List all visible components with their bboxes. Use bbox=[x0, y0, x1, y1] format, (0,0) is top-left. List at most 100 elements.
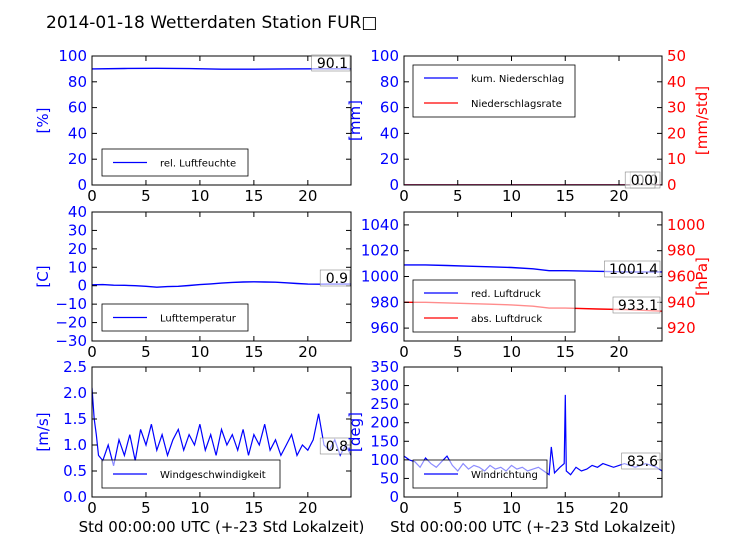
y-tick-label: −10 bbox=[55, 295, 87, 313]
x-axis-label: Std 00:00:00 UTC (+-23 Std Lokalzeit) bbox=[390, 518, 676, 536]
y-tick-label: 200 bbox=[370, 414, 399, 432]
y-tick-label: 1.0 bbox=[63, 436, 87, 454]
value-label-box bbox=[319, 269, 351, 287]
series-line-humidity-0 bbox=[92, 67, 351, 70]
y-tick-label: 2.5 bbox=[63, 358, 87, 376]
current-value-label: 83.6 bbox=[621, 452, 661, 470]
y-tick-label: 150 bbox=[370, 432, 399, 450]
y-tick-label: 40 bbox=[380, 124, 399, 142]
x-tick-label: 20 bbox=[609, 343, 628, 361]
x-tick-label: 15 bbox=[244, 343, 263, 361]
y-tick-label: 20 bbox=[380, 150, 399, 168]
legend-box bbox=[412, 64, 576, 118]
y-axis-label: [C] bbox=[34, 265, 52, 287]
x-tick-label: 15 bbox=[556, 187, 575, 205]
y-tick-label: 50 bbox=[380, 469, 399, 487]
chart-temperature: 0 5 10 15 20−30−20−10010203040[C]Lufttempera… bbox=[34, 203, 352, 361]
y-tick-label-right: 1000 bbox=[667, 216, 705, 234]
x-tick-label: 15 bbox=[244, 499, 263, 517]
x-tick-label: 5 bbox=[453, 343, 463, 361]
current-value-label: 0.8 bbox=[319, 437, 351, 455]
y-tick-label: 1000 bbox=[361, 268, 399, 286]
plot-frame bbox=[403, 366, 663, 498]
y-tick-label: 100 bbox=[370, 47, 399, 65]
legend: Lufttemperatur bbox=[101, 303, 249, 332]
y-tick-label-right: 50 bbox=[667, 47, 686, 65]
y-tick-label: −30 bbox=[55, 332, 87, 350]
y-tick-label: 40 bbox=[68, 124, 87, 142]
y-tick-label: 100 bbox=[370, 451, 399, 469]
chart-wind-speed: 0 5 10 15 20 0.0 0.5 1.0 1.5 2.0 2.5 [m/s] Std 00:00… bbox=[34, 358, 364, 536]
y-axis-label: [mm] bbox=[346, 100, 364, 141]
series-line-wind_speed-0 bbox=[92, 387, 351, 466]
y-tick-label: 0 bbox=[77, 277, 87, 295]
chart-precipitation: 0 5 10 15 20 0 20 40 60 80 100 0 10 20 30 40 50 [mm] [mm/s… bbox=[346, 47, 711, 205]
y-tick-label: 0 bbox=[389, 488, 399, 506]
legend-label: Windgeschwindigkeit bbox=[160, 470, 266, 481]
legend: Windgeschwindigkeit bbox=[101, 459, 281, 489]
chart-pressure: 0 5 10 15 20 960 980 1000 1020 1040 920 940 960 980 10… bbox=[361, 211, 711, 361]
x-tick-label: 5 bbox=[141, 499, 151, 517]
value-label-box bbox=[319, 437, 351, 455]
y-tick-label-right: 20 bbox=[667, 124, 686, 142]
value-label-text: 0.8 bbox=[326, 439, 348, 455]
y-tick-label: 60 bbox=[68, 99, 87, 117]
x-tick-label: 10 bbox=[502, 343, 521, 361]
y-tick-label: 1.5 bbox=[63, 410, 87, 428]
y-tick-label: 40 bbox=[68, 203, 87, 221]
legend-label: rel. Luftfeuchte bbox=[160, 159, 236, 170]
y-tick-label-right: 0 bbox=[667, 176, 677, 194]
value-label-text: 933.1 bbox=[618, 298, 658, 314]
value-label-text: 90.1 bbox=[317, 56, 348, 72]
legend-box bbox=[412, 279, 576, 333]
x-tick-label: 10 bbox=[502, 499, 521, 517]
y-tick-label-right: 980 bbox=[667, 242, 696, 260]
legend: Windrichtung bbox=[412, 459, 548, 489]
value-label-box bbox=[604, 260, 661, 278]
y-tick-label-right: 30 bbox=[667, 99, 686, 117]
plot-frame bbox=[403, 55, 663, 186]
x-tick-label: 0 bbox=[399, 499, 409, 517]
series-line-pressure-0 bbox=[404, 264, 662, 273]
y-tick-label: 0 bbox=[77, 176, 87, 194]
x-tick-label: 10 bbox=[502, 187, 521, 205]
y-tick-label: 0 bbox=[389, 176, 399, 194]
y-tick-label: 960 bbox=[370, 319, 399, 337]
y-tick-label-right: 920 bbox=[667, 319, 696, 337]
y-tick-label: 350 bbox=[370, 358, 399, 376]
legend-label: abs. Luftdruck bbox=[471, 314, 542, 325]
y-tick-label: 20 bbox=[68, 150, 87, 168]
value-label-text: 0.9 bbox=[326, 271, 348, 287]
x-tick-label: 5 bbox=[453, 499, 463, 517]
x-tick-label: 0 bbox=[399, 187, 409, 205]
y-tick-label: 100 bbox=[58, 47, 87, 65]
current-value-label: 1001.4 bbox=[604, 260, 661, 278]
y-axis-label: [deg] bbox=[346, 412, 364, 452]
plot-frame bbox=[91, 55, 352, 186]
y-tick-label: 30 bbox=[68, 221, 87, 239]
x-tick-label: 20 bbox=[298, 499, 317, 517]
current-value-label: 0.9 bbox=[319, 269, 351, 287]
y-tick-label: 0.0 bbox=[63, 488, 87, 506]
x-tick-label: 15 bbox=[244, 187, 263, 205]
x-tick-label: 10 bbox=[190, 187, 209, 205]
value-label-text: 1001.4 bbox=[609, 262, 658, 278]
y-tick-label-right: 40 bbox=[667, 73, 686, 91]
x-tick-label: 15 bbox=[556, 343, 575, 361]
legend: rel. Luftfeuchte bbox=[101, 148, 249, 177]
value-label-text: 0.0 bbox=[631, 173, 653, 189]
y-tick-label: 0.5 bbox=[63, 462, 87, 480]
y-axis-label-right: [hPa] bbox=[693, 257, 711, 296]
y-tick-label-right: 10 bbox=[667, 150, 686, 168]
y-tick-label-right: 940 bbox=[667, 293, 696, 311]
plot-frame bbox=[91, 366, 352, 498]
figure-title: 2014-01-18 Wetterdaten Station FUR□ bbox=[46, 13, 377, 33]
current-value-label: 0.0 bbox=[624, 171, 656, 189]
legend-label: Lufttemperatur bbox=[160, 314, 237, 325]
x-tick-label: 0 bbox=[87, 499, 97, 517]
current-value-label: 933.1 bbox=[612, 296, 661, 314]
y-tick-label: 1040 bbox=[361, 216, 399, 234]
y-axis-label-right: [mm/std] bbox=[693, 86, 711, 155]
